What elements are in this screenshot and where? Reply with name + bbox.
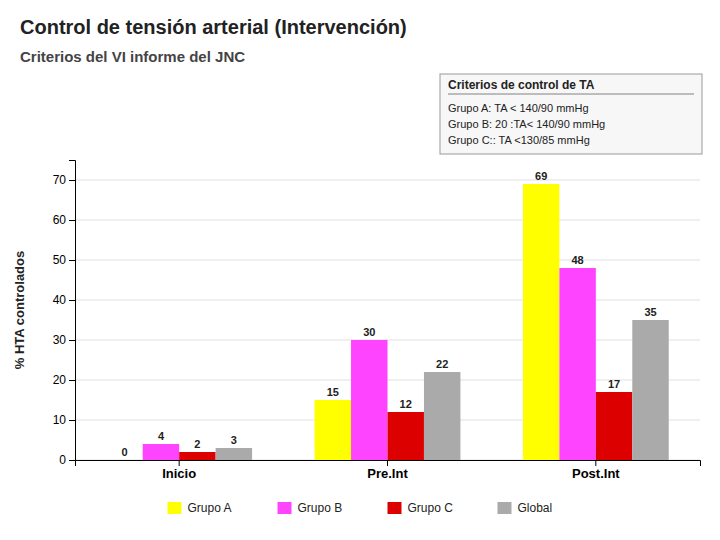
- x-tick: Pre.Int: [367, 460, 408, 481]
- bar: [632, 320, 668, 460]
- y-tick: 60: [53, 213, 75, 227]
- bar-series: [179, 392, 632, 460]
- bar: [523, 184, 559, 460]
- x-tick-mark: [387, 460, 388, 466]
- y-axis-title: % HTA controlados: [12, 251, 27, 369]
- y-tick-label: 20: [53, 373, 67, 387]
- bar: [315, 400, 351, 460]
- y-tick-mark: [69, 420, 75, 421]
- y-axis-line: [69, 161, 76, 461]
- legend-label: Grupo A: [188, 501, 232, 515]
- x-tick-label: Pre.Int: [367, 466, 408, 481]
- legend-item: Grupo B: [278, 501, 343, 515]
- data-label: 4: [158, 430, 165, 442]
- x-tick-mark: [595, 460, 596, 466]
- data-label: 30: [363, 326, 375, 338]
- legend-swatch: [388, 502, 402, 514]
- y-axis: 0 10 20 30 40 50 60 70: [53, 161, 76, 468]
- bar: [351, 340, 387, 460]
- legend-label: Grupo B: [298, 501, 343, 515]
- grid-line: [75, 260, 700, 261]
- bar: [388, 412, 424, 460]
- legend-label: Grupo C: [408, 501, 454, 515]
- plot: 0 10 20 30 40 50 60 70 Inicio Pre.Int Post.Int 0 15 6…: [53, 161, 701, 482]
- x-tick-label: Post.Int: [572, 466, 620, 481]
- legend-swatch: [498, 502, 512, 514]
- data-label: 69: [535, 170, 547, 182]
- annotation-underline: [448, 94, 694, 95]
- y-tick-label: 60: [53, 213, 67, 227]
- legend-swatch: [278, 502, 292, 514]
- legend-item: Grupo C: [388, 501, 454, 515]
- bar: [424, 372, 460, 460]
- legend-label: Global: [518, 501, 553, 515]
- chart: Control de tensión arterial (Intervenció…: [0, 0, 720, 540]
- x-axis-line: [76, 461, 701, 467]
- data-label: 12: [400, 398, 412, 410]
- x-tick: Inicio: [162, 460, 196, 481]
- y-tick-mark: [69, 340, 75, 341]
- bar: [559, 268, 595, 460]
- bar: [179, 452, 215, 460]
- y-tick-mark: [69, 460, 75, 461]
- y-tick: 30: [53, 333, 75, 347]
- y-tick-label: 0: [59, 453, 66, 467]
- annotation-title: Criterios de control de TA: [448, 78, 595, 92]
- grid-line: [75, 300, 700, 301]
- grid-line: [75, 180, 700, 181]
- y-tick: 20: [53, 373, 75, 387]
- data-label: 0: [121, 446, 127, 458]
- y-tick-label: 50: [53, 253, 67, 267]
- annotation-frame: [440, 74, 702, 154]
- annotation-line: Grupo A: TA < 140/90 mmHg: [448, 102, 589, 114]
- legend-swatch: [168, 502, 182, 514]
- y-tick-label: 30: [53, 333, 67, 347]
- y-tick-mark: [69, 220, 75, 221]
- data-label: 2: [194, 438, 200, 450]
- data-label: 15: [327, 386, 339, 398]
- x-tick-mark: [179, 460, 180, 466]
- bar: [596, 392, 632, 460]
- data-label: 22: [436, 358, 448, 370]
- y-tick: 70: [53, 173, 75, 187]
- x-tick: Post.Int: [572, 460, 620, 481]
- annotation-box: Criterios de control de TA Grupo A: TA < …: [440, 74, 702, 154]
- y-tick-mark: [69, 300, 75, 301]
- y-tick-label: 40: [53, 293, 67, 307]
- data-label: 3: [231, 434, 237, 446]
- bar-series: [216, 320, 669, 460]
- annotation-line: Grupo C:: TA <130/85 mmHg: [448, 134, 590, 146]
- title: Control de tensión arterial (Intervenció…: [20, 16, 407, 38]
- data-labels: 0 15 69 4 30 48 2 12 17 3 22 35: [121, 170, 656, 458]
- y-tick-mark: [69, 380, 75, 381]
- x-tick-label: Inicio: [162, 466, 196, 481]
- legend-item: Global: [498, 501, 553, 515]
- bar: [106, 460, 142, 461]
- legend-item: Grupo A: [168, 501, 232, 515]
- bar: [216, 448, 252, 460]
- y-tick-mark: [69, 260, 75, 261]
- y-tick-label: 10: [53, 413, 67, 427]
- grid: [75, 180, 700, 460]
- bar: [143, 444, 179, 460]
- x-axis: Inicio Pre.Int Post.Int: [76, 460, 701, 481]
- y-tick-label: 70: [53, 173, 67, 187]
- y-tick: 40: [53, 293, 75, 307]
- data-label: 48: [571, 254, 583, 266]
- grid-line: [75, 220, 700, 221]
- y-tick: 10: [53, 413, 75, 427]
- y-tick: 0: [59, 453, 75, 467]
- data-label: 17: [608, 378, 620, 390]
- bar-series: [143, 268, 596, 460]
- y-tick: 50: [53, 253, 75, 267]
- legend: Grupo A Grupo B Grupo C Global: [168, 501, 553, 515]
- annotation-line: Grupo B: 20 :TA< 140/90 mmHg: [448, 118, 605, 130]
- bars: [143, 184, 669, 460]
- data-label: 35: [644, 306, 656, 318]
- bar-series: [315, 184, 560, 460]
- y-tick-mark: [69, 180, 75, 181]
- subtitle: Criterios del VI informe del JNC: [20, 48, 245, 65]
